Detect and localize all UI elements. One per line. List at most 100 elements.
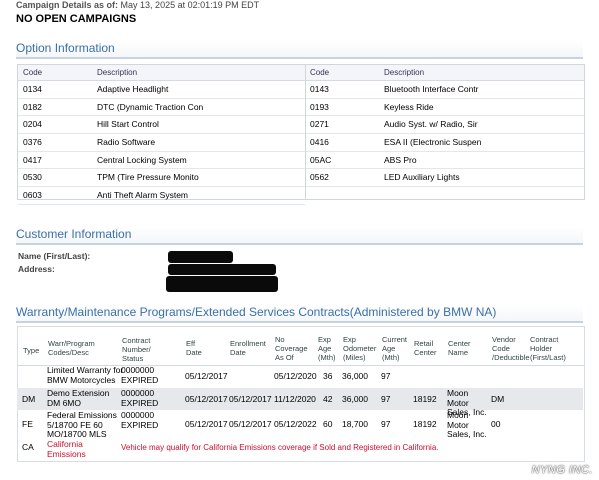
option-description: Adaptive Headlight xyxy=(97,84,169,94)
option-code: 0204 xyxy=(23,119,42,130)
customer-name-label: Name (First/Last): xyxy=(18,251,91,261)
option-code: 0134 xyxy=(23,84,42,94)
option-code: 0417 xyxy=(23,154,42,165)
option-row: 05AC ABS Pro xyxy=(306,152,584,170)
row-eff-date: 05/12/2017 xyxy=(185,394,228,404)
col-exp-odometer: Exp Odometer (Miles) xyxy=(343,335,377,362)
row-program: Limited Warranty for BMW Motorcycles xyxy=(47,365,124,385)
row-contract: 0000000 EXPIRED xyxy=(121,365,159,385)
row-program: Federal Emissions 5/18700 FE 60 MO/18700… xyxy=(47,410,117,439)
warranty-row-california: CA California Emissions Vehicle may qualif… xyxy=(17,439,583,460)
option-code: 0182 xyxy=(23,101,42,112)
row-type: FE xyxy=(22,419,33,429)
row-center-name: Moon Motor Sales, Inc. xyxy=(447,388,487,417)
row-no-coverage: 11/12/2020 xyxy=(274,394,316,404)
row-program: Demo Extension DM 6MO xyxy=(47,388,110,408)
row-vendor-code: 00 xyxy=(491,419,501,429)
option-table: Code Description 0134 Adaptive Headlight 0… xyxy=(17,64,585,205)
option-row: 0193 Keyless Ride xyxy=(306,99,584,117)
redaction-bar xyxy=(166,276,278,292)
option-description: ESA II (Electronic Suspen xyxy=(384,137,482,148)
option-table-left: Code Description 0134 Adaptive Headlight 0… xyxy=(18,65,305,205)
option-row: 0562 LED Auxiliary Lights xyxy=(306,169,584,188)
option-description: Anti Theft Alarm System xyxy=(97,190,189,201)
col-retail-center: Retail Center xyxy=(414,339,437,357)
option-description: ABS Pro xyxy=(384,154,417,165)
option-row: 0416 ESA II (Electronic Suspen xyxy=(306,134,584,152)
option-column-divider xyxy=(305,65,306,199)
campaign-label: Campaign Details as of: xyxy=(16,0,119,10)
row-exp-age: 42 xyxy=(323,394,333,404)
col-contract-number: Contract Number/ Status xyxy=(122,336,151,363)
row-exp-odometer: 36,000 xyxy=(342,371,368,381)
option-description: Audio Syst. w/ Radio, Sir xyxy=(384,119,478,130)
option-code: 0143 xyxy=(310,84,329,94)
option-code: 05AC xyxy=(310,154,332,165)
warranty-programs-title: Warranty/Maintenance Programs/Extended S… xyxy=(16,305,583,323)
option-description: Bluetooth Interface Contr xyxy=(384,84,479,94)
warranty-row: Limited Warranty for BMW Motorcycles 0000… xyxy=(17,365,583,387)
col-vendor-code: Vendor Code /Deductible xyxy=(492,335,530,362)
campaign-status: NO OPEN CAMPAIGNS xyxy=(16,13,137,25)
option-information-title: Option Information xyxy=(16,41,583,59)
option-description: Central Locking System xyxy=(97,154,187,165)
california-emissions-note: Vehicle may qualify for California Emiss… xyxy=(121,443,439,452)
option-row: 0417 Central Locking System xyxy=(18,152,305,170)
campaign-date: May 13, 2025 at 02:01:19 PM EDT xyxy=(120,0,260,10)
option-description: DTC (Dynamic Traction Con xyxy=(97,101,204,112)
col-program-codes: Warr/Program Codes/Desc xyxy=(48,339,95,357)
redaction-bar xyxy=(168,264,276,275)
row-current-age: 97 xyxy=(381,371,391,381)
row-no-coverage: 05/12/2022 xyxy=(274,419,317,429)
row-exp-odometer: 36,000 xyxy=(342,394,368,404)
option-code: 0603 xyxy=(23,190,42,201)
option-description: Radio Software xyxy=(97,137,156,148)
row-retail-center: 18192 xyxy=(413,394,437,404)
option-code: 0271 xyxy=(310,119,329,130)
row-enrollment-date: 05/12/2017 xyxy=(229,419,272,429)
row-type: DM xyxy=(22,394,36,404)
row-current-age: 97 xyxy=(381,419,391,429)
row-eff-date: 05/12/2017 xyxy=(185,371,228,381)
option-row: 0134 Adaptive Headlight xyxy=(18,81,305,99)
customer-address-label: Address: xyxy=(18,264,55,274)
row-current-age: 97 xyxy=(381,394,391,404)
option-row: 0530 TPM (Tire Pressure Monito xyxy=(18,169,305,188)
option-description: TPM (Tire Pressure Monito xyxy=(97,172,199,183)
option-description: LED Auxiliary Lights xyxy=(384,172,460,183)
row-eff-date: 05/12/2017 xyxy=(185,419,228,429)
row-program: California Emissions xyxy=(47,439,86,459)
option-row: 0603 Anti Theft Alarm System xyxy=(18,187,305,205)
row-exp-odometer: 18,700 xyxy=(342,419,368,429)
col-contract-holder: Contract Holder (First/Last) xyxy=(530,335,566,362)
warranty-row: DM Demo Extension DM 6MO 0000000 EXPIRED 05… xyxy=(17,388,583,417)
row-exp-age: 36 xyxy=(323,371,333,381)
option-table-right: Code Description 0143 Bluetooth Interface… xyxy=(306,65,584,188)
option-code: 0530 xyxy=(23,172,42,183)
col-enrollment-date: Enrollment Date xyxy=(230,339,266,357)
option-description-header: Description xyxy=(97,68,138,77)
row-type: CA xyxy=(22,442,34,452)
option-code: 0416 xyxy=(310,137,329,148)
option-description-header: Description xyxy=(384,68,425,77)
option-code: 0376 xyxy=(23,137,42,148)
option-row: 0271 Audio Syst. w/ Radio, Sir xyxy=(306,116,584,135)
option-description: Hill Start Control xyxy=(97,119,159,130)
option-code: 0193 xyxy=(310,101,329,112)
row-center-name: Moon Motor Sales, Inc. xyxy=(447,410,487,439)
row-contract: 0000000 EXPIRED xyxy=(121,410,159,430)
option-description: Keyless Ride xyxy=(384,101,434,112)
option-code-header: Code xyxy=(310,68,330,77)
row-retail-center: 18192 xyxy=(413,419,437,429)
col-current-age: Current Age (Mth) xyxy=(382,335,408,362)
option-row: 0143 Bluetooth Interface Contr xyxy=(306,81,584,99)
warranty-row: FE Federal Emissions 5/18700 FE 60 MO/187… xyxy=(17,410,583,440)
redaction-bar xyxy=(168,251,233,263)
row-vendor-code: DM xyxy=(491,394,505,404)
col-exp-age: Exp Age (Mth) xyxy=(318,335,336,362)
row-no-coverage: 05/12/2020 xyxy=(274,371,317,381)
row-contract: 0000000 EXPIRED xyxy=(121,388,159,408)
option-row: 0182 DTC (Dynamic Traction Con xyxy=(18,99,305,117)
row-exp-age: 60 xyxy=(323,419,333,429)
col-center-name: Center Name xyxy=(448,339,471,357)
